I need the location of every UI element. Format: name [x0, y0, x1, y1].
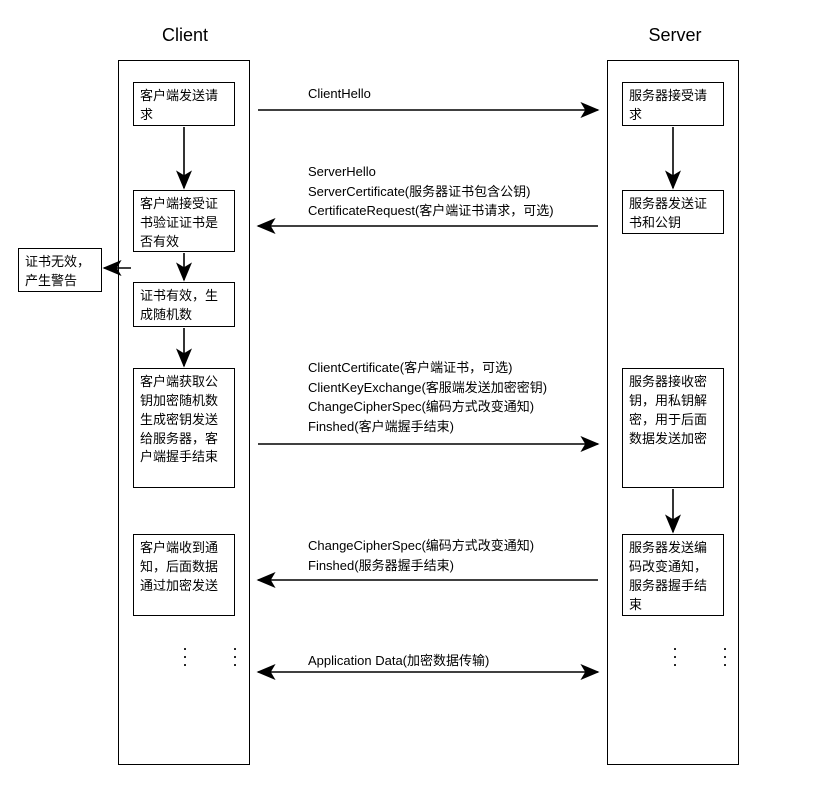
client-header: Client — [150, 25, 220, 46]
server-node-4: 服务器发送编码改变通知，服务器握手结束 — [622, 534, 724, 616]
msg-4: ChangeCipherSpec(编码方式改变通知)Finshed(服务器握手结… — [308, 536, 534, 575]
msg-2: ServerHelloServerCertificate(服务器证书包含公钥)C… — [308, 162, 554, 221]
server-node-3: 服务器接收密钥，用私钥解密，用于后面数据发送加密 — [622, 368, 724, 488]
client-node-2: 客户端接受证书验证证书是否有效 — [133, 190, 235, 252]
dots: ... — [665, 640, 685, 664]
server-node-2: 服务器发送证书和公钥 — [622, 190, 724, 234]
msg-5: Application Data(加密数据传输) — [308, 651, 489, 671]
msg-1: ClientHello — [308, 84, 371, 104]
client-node-1: 客户端发送请求 — [133, 82, 235, 126]
client-node-5: 客户端收到通知，后面数据通过加密发送 — [133, 534, 235, 616]
dots: ... — [175, 640, 195, 664]
client-node-3: 证书有效，生成随机数 — [133, 282, 235, 327]
warning-node: 证书无效，产生警告 — [18, 248, 102, 292]
server-node-1: 服务器接受请求 — [622, 82, 724, 126]
dots: ... — [715, 640, 735, 664]
client-node-4: 客户端获取公钥加密随机数生成密钥发送给服务器，客户端握手结束 — [133, 368, 235, 488]
server-header: Server — [640, 25, 710, 46]
msg-3: ClientCertificate(客户端证书，可选)ClientKeyExch… — [308, 358, 547, 436]
dots: ... — [225, 640, 245, 664]
